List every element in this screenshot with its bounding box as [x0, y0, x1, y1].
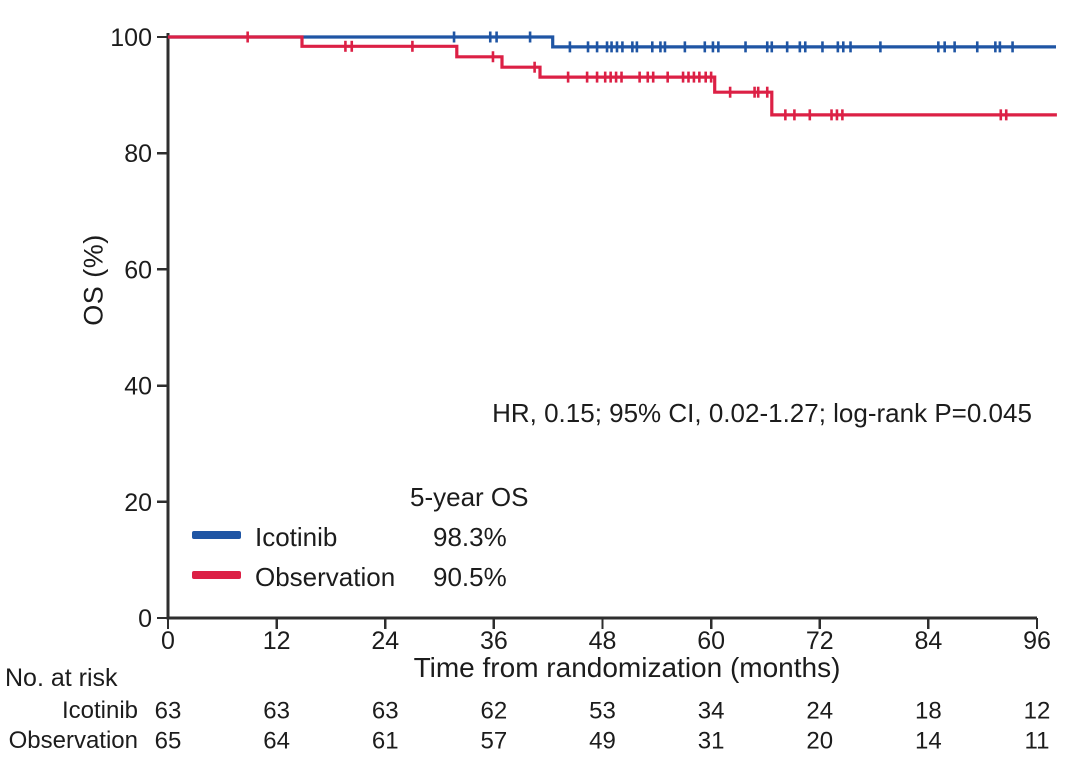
- risk-count-icotinib: 24: [806, 698, 833, 725]
- risk-count-icotinib: 63: [155, 698, 182, 725]
- x-tick-label: 48: [589, 627, 617, 655]
- risk-count-observation: 57: [481, 728, 508, 755]
- observation-legend-swatch: [192, 571, 241, 579]
- y-tick-label: 20: [124, 489, 152, 517]
- risk-count-icotinib: 18: [915, 698, 942, 725]
- x-tick-label: 36: [480, 627, 508, 655]
- risk-count-icotinib: 34: [698, 698, 725, 725]
- x-tick-label: 60: [697, 627, 725, 655]
- risk-row-label-icotinib: Icotinib: [61, 697, 138, 724]
- x-axis-title: Time from randomization (months): [413, 652, 841, 683]
- risk-count-observation: 20: [806, 728, 833, 755]
- observation-legend-label: Observation: [255, 562, 396, 592]
- y-tick-label: 80: [124, 140, 152, 168]
- x-tick-label: 84: [914, 627, 942, 655]
- legend-header: 5-year OS: [410, 482, 529, 512]
- y-tick-label: 0: [138, 605, 152, 633]
- y-tick-label: 100: [110, 24, 152, 52]
- risk-count-observation: 14: [915, 728, 942, 755]
- risk-count-icotinib: 53: [589, 698, 616, 725]
- risk-count-observation: 65: [155, 728, 182, 755]
- x-tick-label: 24: [371, 627, 399, 655]
- observation-5yr-os-value: 90.5%: [433, 562, 507, 592]
- y-tick-label: 40: [124, 373, 152, 401]
- y-axis-title: OS (%): [78, 234, 109, 326]
- km-curve-observation: [168, 35, 1057, 117]
- x-tick-label: 12: [263, 627, 291, 655]
- y-tick-label: 60: [124, 256, 152, 284]
- risk-count-observation: 31: [698, 728, 725, 755]
- risk-count-observation: 11: [1025, 728, 1050, 755]
- risk-table-title: No. at risk: [5, 664, 118, 692]
- hr-logrank-annotation: HR, 0.15; 95% CI, 0.02-1.27; log-rank P=…: [492, 398, 1032, 428]
- risk-count-icotinib: 62: [481, 698, 508, 725]
- risk-count-observation: 64: [263, 728, 290, 755]
- icotinib-legend-label: Icotinib: [255, 522, 338, 552]
- x-tick-label: 96: [1023, 627, 1051, 655]
- icotinib-legend-swatch: [192, 531, 241, 539]
- x-tick-label: 0: [161, 627, 175, 655]
- risk-count-observation: 61: [372, 728, 399, 755]
- risk-count-icotinib: 12: [1024, 698, 1051, 725]
- risk-count-icotinib: 63: [263, 698, 290, 725]
- x-tick-label: 72: [806, 627, 834, 655]
- risk-row-label-observation: Observation: [8, 727, 138, 754]
- risk-count-observation: 49: [589, 728, 616, 755]
- icotinib-5yr-os-value: 98.3%: [433, 522, 507, 552]
- risk-count-icotinib: 63: [372, 698, 399, 725]
